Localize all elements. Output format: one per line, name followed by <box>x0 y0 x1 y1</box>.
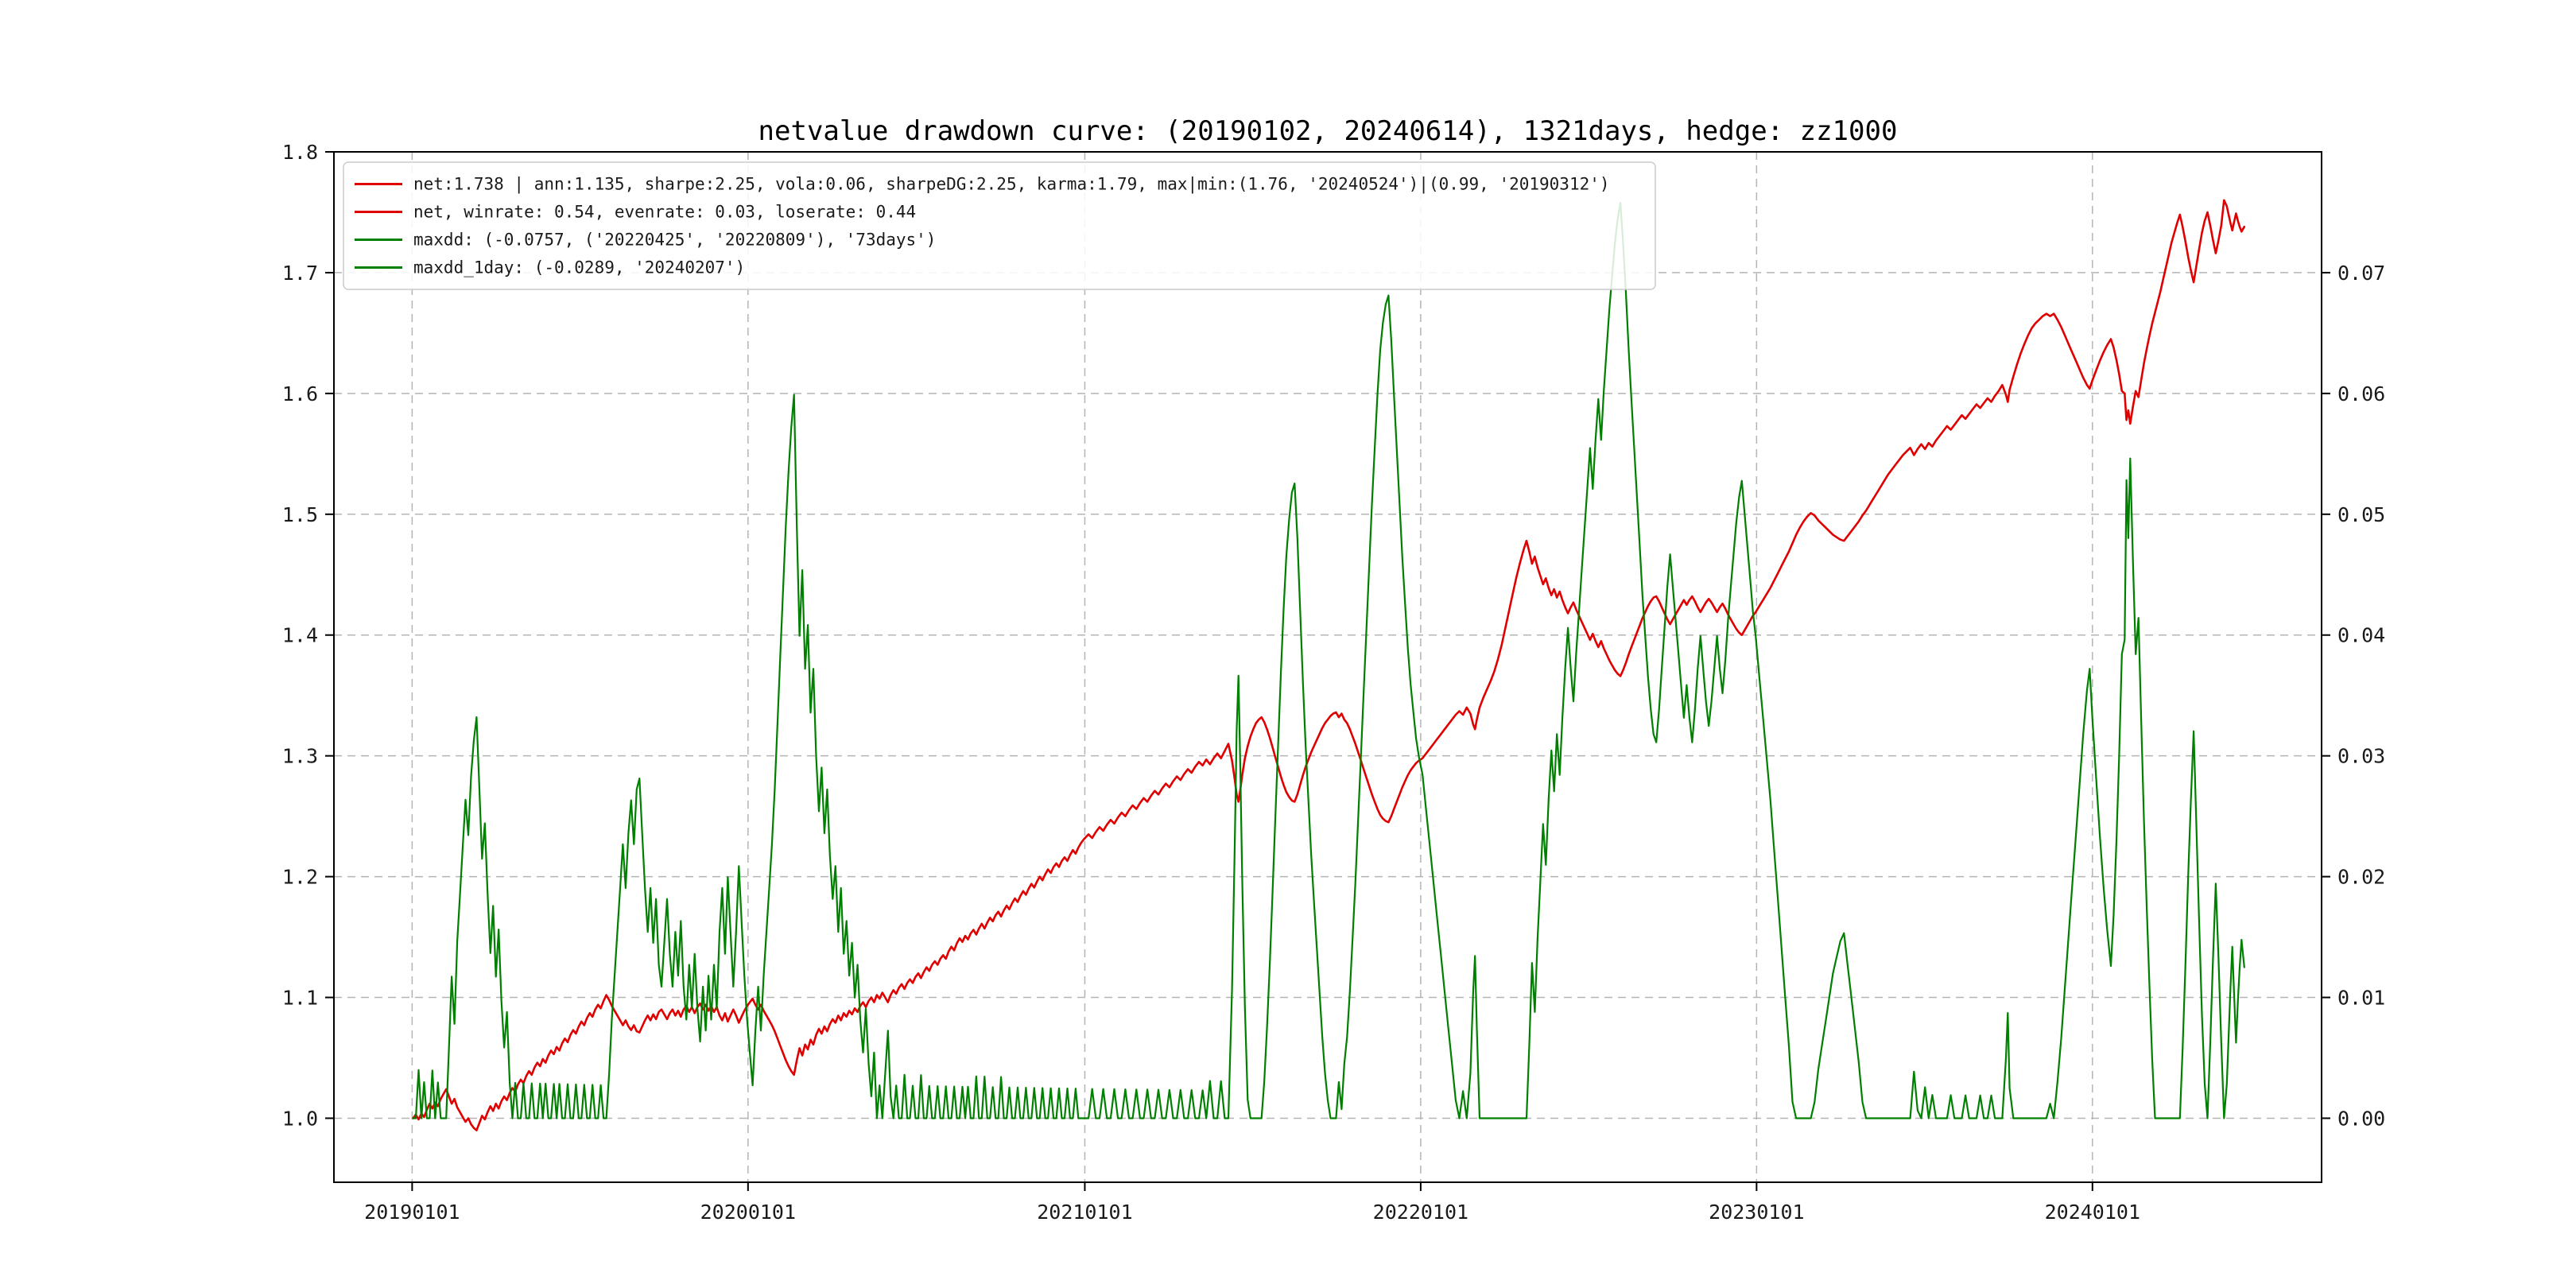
y-left-tick-label: 1.0 <box>282 1107 318 1130</box>
y-left-tick-label: 1.1 <box>282 987 318 1010</box>
x-tick-label: 20240101 <box>2045 1201 2140 1224</box>
y-left-tick-label: 1.5 <box>282 503 318 526</box>
chart-title: netvalue drawdown curve: (20190102, 2024… <box>758 115 1898 147</box>
legend-box <box>343 161 1656 290</box>
plot-frame <box>333 151 2322 1183</box>
net-line <box>412 199 2246 1131</box>
legend-item-label: net:1.738 | ann:1.135, sharpe:2.25, vola… <box>413 175 1610 195</box>
x-tick-label: 20220101 <box>1373 1201 1468 1224</box>
x-tick-label: 20190101 <box>364 1201 460 1224</box>
legend-item-label: maxdd: (-0.0757, ('20220425', '20220809'… <box>413 231 936 250</box>
y-left-tick-label: 1.4 <box>282 624 318 647</box>
y-right-tick-label: 0.06 <box>2337 382 2385 405</box>
y-left-tick-label: 1.7 <box>282 262 318 285</box>
y-left-tick-label: 1.2 <box>282 866 318 889</box>
axes: 1.0 1.1 1.2 1.3 1.4 1.5 1.6 1.7 1.8 0.00 0.01 0.02 0… <box>282 141 2385 1224</box>
x-tick-label: 20230101 <box>1709 1201 1804 1224</box>
series-lines <box>412 199 2246 1131</box>
y-right-tick-label: 0.01 <box>2337 987 2385 1010</box>
y-left-tick-label: 1.3 <box>282 745 318 768</box>
y-right-tick-label: 0.00 <box>2337 1107 2385 1130</box>
legend-item-label: maxdd_1day: (-0.0289, '20240207') <box>413 258 745 277</box>
y-right-tick-label: 0.05 <box>2337 503 2385 526</box>
drawdown-line <box>412 202 2245 1119</box>
legend: net:1.738 | ann:1.135, sharpe:2.25, vola… <box>343 161 1656 290</box>
y-left-tick-label: 1.8 <box>282 141 318 164</box>
x-tick-label: 20210101 <box>1037 1201 1132 1224</box>
y-left-tick-label: 1.6 <box>282 382 318 405</box>
y-right-tick-label: 0.04 <box>2337 624 2385 647</box>
x-tick-label: 20200101 <box>700 1201 796 1224</box>
y-right-tick-label: 0.02 <box>2337 866 2385 889</box>
legend-item-label: net, winrate: 0.54, evenrate: 0.03, lose… <box>413 203 916 222</box>
y-right-tick-label: 0.07 <box>2337 262 2385 285</box>
y-right-tick-label: 0.03 <box>2337 745 2385 768</box>
